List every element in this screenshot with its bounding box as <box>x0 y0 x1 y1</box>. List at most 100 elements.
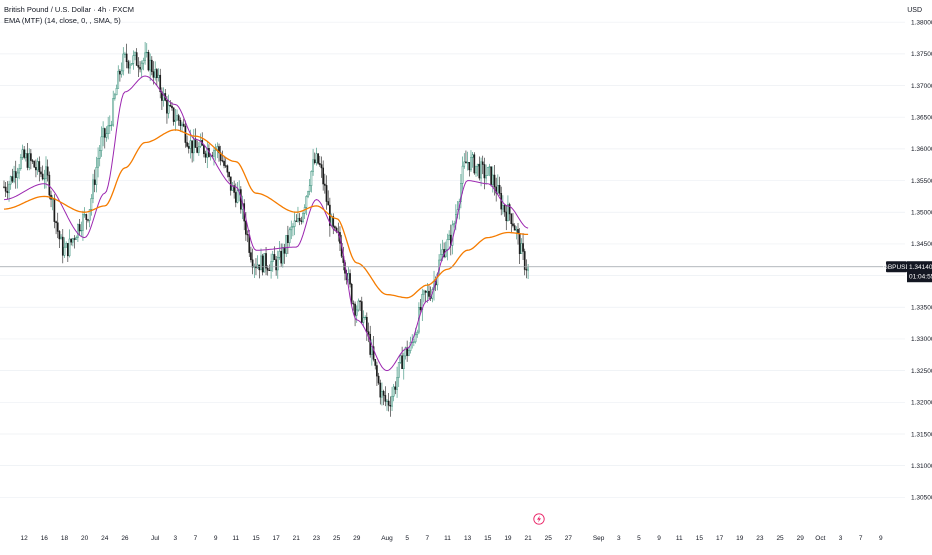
symbol-title[interactable]: British Pound / U.S. Dollar · 4h · FXCM <box>4 5 135 14</box>
candle <box>276 250 279 279</box>
candle <box>55 220 57 235</box>
candle <box>236 182 239 204</box>
x-tick-label: 3 <box>617 535 621 542</box>
candle <box>68 229 71 258</box>
candle-body <box>290 226 293 231</box>
candle-body <box>258 264 261 271</box>
candle-body <box>56 222 59 232</box>
candle-body <box>6 190 9 194</box>
last-price-value: 1.34140 <box>909 264 932 271</box>
candle <box>140 60 143 78</box>
price-axis[interactable]: 1.30500 1.31000 1.31500 1.32000 1.32500 1.330… <box>911 19 932 501</box>
x-tick-label: Jul <box>151 535 160 542</box>
candle-body <box>260 255 262 271</box>
candle <box>394 381 397 395</box>
candle-body <box>275 259 277 271</box>
candle-body <box>107 125 109 134</box>
candle-body <box>313 159 316 164</box>
candle-body <box>70 238 73 243</box>
candle <box>38 156 41 182</box>
candle-body <box>18 168 20 174</box>
y-tick-label: 1.33500 <box>911 305 932 312</box>
candle <box>43 169 46 189</box>
candle <box>423 289 425 303</box>
candle <box>179 117 182 132</box>
candle-body <box>265 253 267 269</box>
time-axis[interactable]: 12 16 18 20 24 26 Jul 3 7 9 11 15 17 21 23 25 29 Aug 5 7 11 1… <box>21 535 883 542</box>
candle-body <box>453 223 456 226</box>
currency-label[interactable]: USD <box>907 7 922 14</box>
candle <box>147 49 150 72</box>
candle <box>100 126 103 157</box>
candle-body <box>203 145 205 154</box>
candle-body <box>186 142 188 147</box>
candle <box>56 212 59 239</box>
candle-body <box>460 183 462 202</box>
candle-body <box>476 163 479 167</box>
candle <box>498 176 501 196</box>
candle-body <box>495 186 498 194</box>
candle-body <box>43 178 46 180</box>
candle-body <box>233 185 235 193</box>
candle <box>93 169 96 193</box>
candle <box>199 133 202 149</box>
candle <box>313 152 316 165</box>
candle <box>325 175 328 210</box>
candle <box>265 246 267 276</box>
candle-body <box>11 176 14 182</box>
candle <box>90 194 93 216</box>
candle <box>82 210 84 241</box>
x-tick-label: 3 <box>174 535 178 542</box>
candle <box>271 250 274 272</box>
candle-body <box>322 167 324 185</box>
candle <box>177 113 180 126</box>
candle-body <box>40 171 42 175</box>
candle <box>77 223 79 242</box>
candle <box>465 150 467 164</box>
candle <box>486 167 489 176</box>
candle-body <box>401 355 403 369</box>
candle <box>122 47 125 76</box>
candle-body <box>122 53 125 72</box>
candle <box>119 69 121 82</box>
candle <box>3 180 5 189</box>
candle <box>283 243 286 264</box>
candle-body <box>414 334 417 343</box>
indicator-label[interactable]: EMA (MTF) (14, close, 0, , SMA, 5) <box>4 16 121 25</box>
candle-body <box>502 205 504 210</box>
candle-body <box>439 254 442 261</box>
candle-body <box>263 253 266 273</box>
candle-body <box>330 216 333 226</box>
x-tick-label: 25 <box>776 535 784 542</box>
candle-body <box>162 93 165 101</box>
candle-body <box>507 204 509 222</box>
candle-body <box>145 51 148 54</box>
candle <box>9 175 12 190</box>
candle <box>527 264 529 279</box>
candle-body <box>488 166 491 168</box>
candle-body <box>72 238 74 243</box>
candle <box>181 121 183 133</box>
candle-body <box>223 160 225 166</box>
candle <box>300 216 303 225</box>
x-tick-label: 11 <box>444 535 451 542</box>
x-tick-label: 15 <box>484 535 492 542</box>
candle <box>26 142 29 171</box>
candle <box>371 339 373 366</box>
candle-body <box>510 213 513 225</box>
candle-body <box>298 217 301 222</box>
candle-body <box>24 153 27 158</box>
candle-body <box>125 53 128 63</box>
candle-body <box>270 261 272 271</box>
candle-body <box>307 191 309 197</box>
candle <box>449 224 452 256</box>
candle <box>36 157 39 175</box>
lightning-icon[interactable] <box>533 513 545 525</box>
x-tick-label: 17 <box>716 535 724 542</box>
candle-body <box>147 51 150 71</box>
candle-body <box>384 395 387 402</box>
candle <box>229 176 232 196</box>
candle-body <box>386 400 388 402</box>
